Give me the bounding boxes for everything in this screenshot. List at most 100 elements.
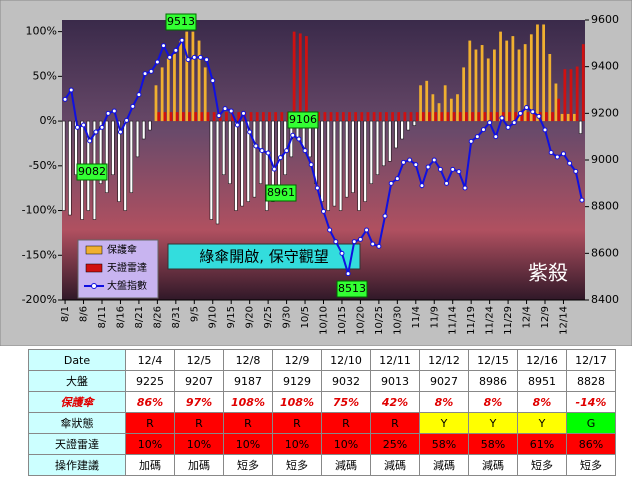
bar: [261, 112, 265, 122]
index-point: [351, 239, 357, 245]
bar: [581, 44, 585, 122]
table-cell: 加碼: [125, 454, 175, 476]
bar: [305, 36, 308, 122]
y-tick-label: -200%: [22, 293, 57, 306]
bar: [557, 98, 561, 122]
y2-tick-label: 9400: [591, 60, 619, 73]
bar: [363, 120, 367, 202]
index-point: [333, 239, 339, 245]
bar: [440, 112, 444, 122]
table-cell: 97%: [174, 391, 224, 413]
x-tick-label: 9/10: [208, 306, 219, 328]
bar: [338, 120, 343, 211]
y-tick-label: 100%: [26, 25, 57, 38]
x-tick-label: 12/4: [522, 306, 533, 328]
index-point: [68, 87, 74, 93]
bar: [326, 120, 330, 211]
bar: [345, 120, 349, 198]
bar: [360, 112, 364, 122]
x-tick-label: 11/29: [503, 306, 514, 335]
index-point: [542, 127, 548, 133]
bar: [391, 112, 394, 122]
bar: [317, 112, 321, 122]
table-row: 保護傘 86% 97% 108% 108% 75% 42% 8% 8% 8% -14%: [28, 391, 616, 413]
table-cell: 短多: [517, 454, 567, 476]
annotation-box: [265, 184, 297, 202]
bar: [212, 112, 216, 122]
index-point: [161, 43, 167, 49]
x-tick-label: 9/15: [226, 306, 237, 328]
bar: [351, 120, 355, 193]
index-point: [480, 127, 486, 133]
table-cell: 9013: [370, 370, 420, 392]
index-point: [394, 176, 400, 182]
bar: [111, 120, 115, 176]
bar: [249, 112, 253, 122]
x-tick-label: 10/25: [374, 306, 385, 335]
table-row: 操作建議 加碼 加碼 短多 短多 減碼 減碼 減碼 減碼 短多 短多: [28, 454, 616, 476]
table-cell: R: [223, 412, 273, 434]
bar: [563, 69, 567, 122]
table-cell: 8951: [517, 370, 567, 392]
table-cell: 86%: [566, 433, 616, 455]
annotation: 8961: [267, 186, 295, 199]
bar: [163, 112, 167, 122]
bar: [123, 120, 127, 211]
bar: [483, 112, 487, 122]
index-point: [567, 160, 573, 166]
bar: [209, 120, 213, 220]
bar: [403, 112, 407, 122]
table-cell: R: [370, 412, 420, 434]
index-point: [468, 138, 474, 144]
index-point: [456, 169, 462, 175]
bar: [471, 112, 474, 122]
x-tick-label: 10/5: [300, 306, 311, 328]
annotation: 9106: [289, 113, 317, 126]
index-point: [370, 241, 376, 247]
bar: [468, 40, 472, 122]
index-point: [339, 250, 345, 256]
x-tick-label: 8/6: [79, 306, 90, 322]
table-cell: 短多: [272, 454, 322, 476]
bar: [526, 112, 530, 122]
bar: [234, 120, 238, 211]
bar: [185, 31, 189, 122]
bar: [157, 112, 161, 122]
index-point: [425, 164, 431, 170]
bar: [154, 85, 158, 122]
x-tick-label: 8/1: [60, 306, 71, 322]
bar: [335, 112, 339, 122]
table-cell: 8%: [419, 391, 469, 413]
x-tick-label: 8/21: [134, 306, 145, 328]
table-cell: R: [272, 412, 322, 434]
table-cell: 12/11: [370, 349, 420, 371]
index-point: [321, 208, 326, 214]
bar: [575, 66, 579, 122]
bar: [456, 94, 459, 122]
annotation-box: [76, 163, 108, 181]
y2-tick-label: 9000: [591, 153, 619, 166]
bar: [169, 112, 173, 122]
table-cell: 108%: [223, 391, 273, 413]
bar: [415, 112, 419, 122]
table-cell: 9207: [174, 370, 224, 392]
bar: [560, 113, 564, 122]
bar: [489, 112, 493, 122]
bar: [385, 112, 388, 122]
bar: [378, 112, 382, 122]
table-cell: 8828: [566, 370, 616, 392]
bar: [357, 120, 361, 211]
index-point: [554, 154, 560, 160]
table-cell: 25%: [370, 433, 420, 455]
banner-box: [167, 243, 361, 270]
index-point: [277, 155, 283, 161]
x-tick-label: 11/4: [411, 306, 422, 328]
legend-swatch: [85, 263, 103, 273]
table-cell: 58%: [419, 433, 469, 455]
index-point: [560, 151, 566, 157]
x-tick-label: 8/26: [152, 306, 163, 328]
bar: [255, 112, 259, 122]
index-point: [81, 122, 87, 128]
bar: [397, 112, 401, 122]
